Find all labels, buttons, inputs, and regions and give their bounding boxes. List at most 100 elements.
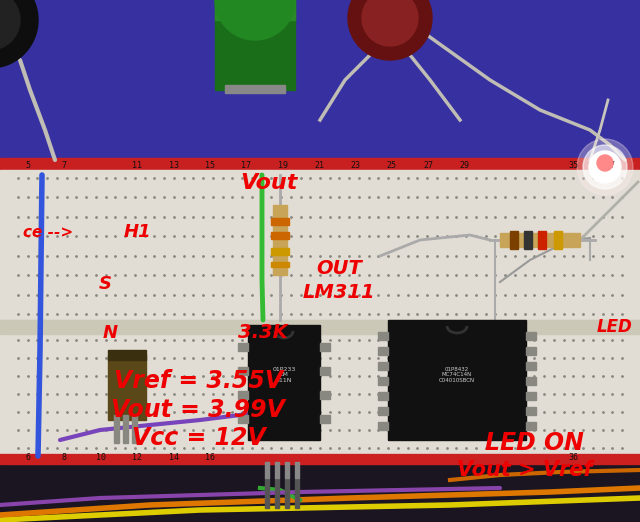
Text: Vout = 3.99V: Vout = 3.99V: [111, 398, 285, 422]
Bar: [0, 334, 640, 452]
Bar: [114, 415, 119, 443]
Text: LM311: LM311: [303, 283, 376, 302]
Bar: [238, 415, 248, 423]
Bar: [524, 231, 532, 249]
Bar: [526, 422, 536, 430]
Bar: [295, 478, 299, 508]
Bar: [320, 343, 330, 351]
Text: N: N: [102, 324, 118, 341]
Circle shape: [0, 0, 20, 50]
Bar: [238, 367, 248, 375]
Bar: [271, 232, 289, 239]
Text: 8: 8: [62, 454, 67, 462]
Text: 35: 35: [568, 161, 579, 171]
Circle shape: [348, 0, 432, 60]
Circle shape: [597, 155, 613, 171]
Bar: [0, 158, 640, 170]
Bar: [538, 231, 546, 249]
Wedge shape: [215, 0, 295, 40]
Bar: [526, 377, 536, 385]
Bar: [271, 262, 289, 267]
Bar: [271, 248, 289, 255]
Bar: [271, 218, 289, 225]
Bar: [526, 332, 536, 340]
Text: 11: 11: [132, 161, 142, 171]
Bar: [0, 454, 640, 464]
Bar: [0, 160, 640, 460]
Bar: [554, 231, 562, 249]
Bar: [265, 462, 269, 478]
Text: Vcc = 12V: Vcc = 12V: [132, 426, 265, 450]
Bar: [285, 478, 289, 508]
Bar: [0, 460, 640, 522]
Text: Vout: Vout: [240, 173, 298, 193]
Bar: [238, 391, 248, 399]
Text: 27: 27: [423, 161, 433, 171]
Bar: [510, 231, 518, 249]
Text: 13: 13: [168, 161, 179, 171]
Bar: [285, 462, 289, 478]
Bar: [295, 462, 299, 478]
Bar: [378, 332, 388, 340]
Bar: [275, 478, 279, 508]
Bar: [0, 0, 640, 162]
Text: 01P8432
MC74C14N
C04010SBCN: 01P8432 MC74C14N C04010SBCN: [439, 366, 475, 383]
Bar: [378, 407, 388, 415]
Text: OUT: OUT: [316, 259, 362, 278]
Circle shape: [589, 151, 621, 183]
Circle shape: [362, 0, 418, 46]
Text: 17: 17: [241, 161, 252, 171]
Bar: [378, 392, 388, 400]
Text: 10: 10: [96, 454, 106, 462]
Bar: [320, 391, 330, 399]
Bar: [0, 170, 640, 318]
Text: 12: 12: [132, 454, 142, 462]
Circle shape: [583, 145, 627, 189]
Text: 16: 16: [205, 454, 215, 462]
Text: 36: 36: [568, 454, 579, 462]
Bar: [526, 392, 536, 400]
Text: Vout > Vref: Vout > Vref: [457, 460, 593, 480]
Bar: [275, 462, 279, 478]
Text: Vref = 3.55V: Vref = 3.55V: [114, 369, 283, 393]
Text: 21: 21: [314, 161, 324, 171]
Bar: [215, 0, 295, 20]
Text: 25: 25: [387, 161, 397, 171]
Text: 37: 37: [605, 161, 615, 171]
Bar: [215, 0, 295, 90]
Bar: [225, 85, 285, 93]
Bar: [273, 205, 287, 275]
Bar: [378, 377, 388, 385]
Bar: [108, 350, 146, 360]
Text: LED: LED: [596, 318, 632, 336]
Text: 14: 14: [168, 454, 179, 462]
Text: LED ON: LED ON: [485, 431, 584, 455]
Text: 5: 5: [26, 161, 31, 171]
Bar: [526, 347, 536, 355]
Bar: [378, 422, 388, 430]
Bar: [108, 355, 146, 420]
Bar: [500, 233, 580, 247]
Bar: [265, 478, 269, 508]
Bar: [526, 407, 536, 415]
Text: 19: 19: [278, 161, 287, 171]
Bar: [320, 367, 330, 375]
Bar: [248, 325, 320, 440]
Text: 15: 15: [205, 161, 215, 171]
Bar: [123, 415, 128, 443]
Bar: [238, 343, 248, 351]
Text: 23: 23: [350, 161, 360, 171]
Text: ce -->: ce -->: [23, 225, 73, 240]
Text: 29: 29: [460, 161, 470, 171]
Circle shape: [0, 0, 38, 68]
Bar: [378, 362, 388, 370]
Bar: [378, 347, 388, 355]
Text: 01P233
LM
311N: 01P233 LM 311N: [272, 366, 296, 383]
Text: S: S: [99, 276, 112, 293]
Text: 7: 7: [62, 161, 67, 171]
Bar: [320, 415, 330, 423]
Bar: [132, 415, 137, 443]
Bar: [526, 362, 536, 370]
Circle shape: [577, 139, 633, 195]
Bar: [0, 320, 640, 334]
